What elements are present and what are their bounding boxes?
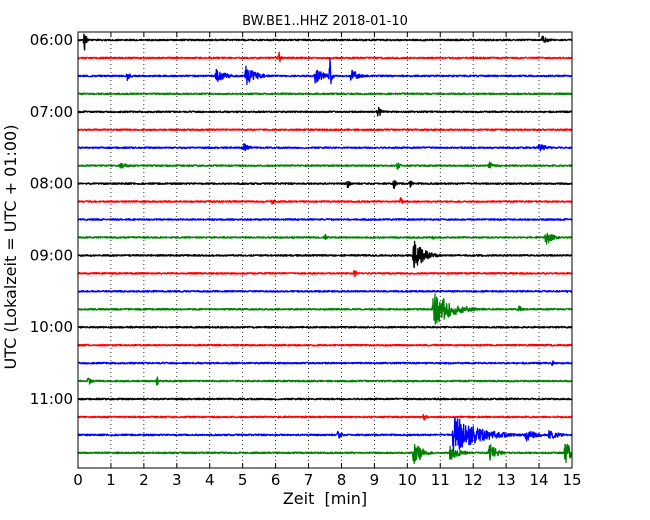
- trace-0930: [77, 289, 573, 294]
- x-tick-label: 4: [205, 471, 215, 489]
- x-tick-label: 0: [73, 471, 83, 489]
- trace-1115: [77, 413, 573, 421]
- trace-0830: [77, 218, 573, 221]
- trace-0745: [77, 161, 573, 170]
- trace-0600: [77, 33, 573, 51]
- y-tick-label: 08:00: [30, 175, 73, 193]
- x-tick-label: 1: [106, 471, 116, 489]
- x-tick-label: 8: [337, 471, 347, 489]
- trace-1045: [77, 376, 573, 386]
- x-tick-label: 15: [562, 471, 581, 489]
- trace-0615: [77, 51, 573, 63]
- trace-1130: [77, 417, 573, 456]
- trace-1145: [77, 443, 573, 465]
- y-tick-label: 06:00: [30, 31, 73, 49]
- x-tick-label: 13: [497, 471, 516, 489]
- y-axis-label: UTC (Lokalzeit = UTC + 01:00): [1, 125, 20, 370]
- trace-0900: [77, 240, 573, 269]
- x-tick-label: 6: [271, 471, 281, 489]
- x-tick-label: 11: [431, 471, 450, 489]
- grid-layer: [110, 32, 540, 468]
- trace-1015: [77, 343, 573, 347]
- trace-0915: [77, 269, 573, 278]
- x-tick-label: 12: [464, 471, 483, 489]
- y-tick-label: 11:00: [30, 390, 73, 408]
- trace-1100: [77, 397, 573, 401]
- x-tick-label: 5: [238, 471, 248, 489]
- trace-0700: [77, 106, 573, 117]
- trace-0800: [77, 179, 573, 190]
- plot-frame: [77, 31, 573, 469]
- trace-layer: [77, 33, 573, 465]
- y-tick-label: 07:00: [30, 103, 73, 121]
- trace-0845: [77, 232, 573, 245]
- y-tick-label: 09:00: [30, 246, 73, 264]
- trace-0815: [77, 197, 573, 205]
- x-tick-label: 10: [398, 471, 417, 489]
- trace-0715: [77, 128, 573, 132]
- trace-1030: [77, 360, 573, 367]
- chart-title: BW.BE1..HHZ 2018-01-10: [242, 14, 408, 29]
- x-axis-label: Zeit [min]: [283, 489, 367, 508]
- y-ticks: 06:00 07:00 08:00 09:00 10:00 11:00: [30, 31, 572, 408]
- trace-0645: [77, 92, 573, 96]
- trace-0730: [77, 142, 573, 152]
- x-tick-label: 14: [530, 471, 549, 489]
- x-ticks: 0 1 2 3 4 5 6 7 8 9 10 11 12 13 14 15: [73, 32, 582, 489]
- y-tick-label: 10:00: [30, 318, 73, 336]
- x-tick-label: 9: [370, 471, 380, 489]
- x-tick-label: 3: [172, 471, 182, 489]
- trace-1000: [77, 325, 573, 329]
- x-tick-label: 2: [139, 471, 149, 489]
- x-tick-label: 7: [304, 471, 314, 489]
- trace-0945: [77, 293, 573, 325]
- trace-0630: [77, 58, 573, 86]
